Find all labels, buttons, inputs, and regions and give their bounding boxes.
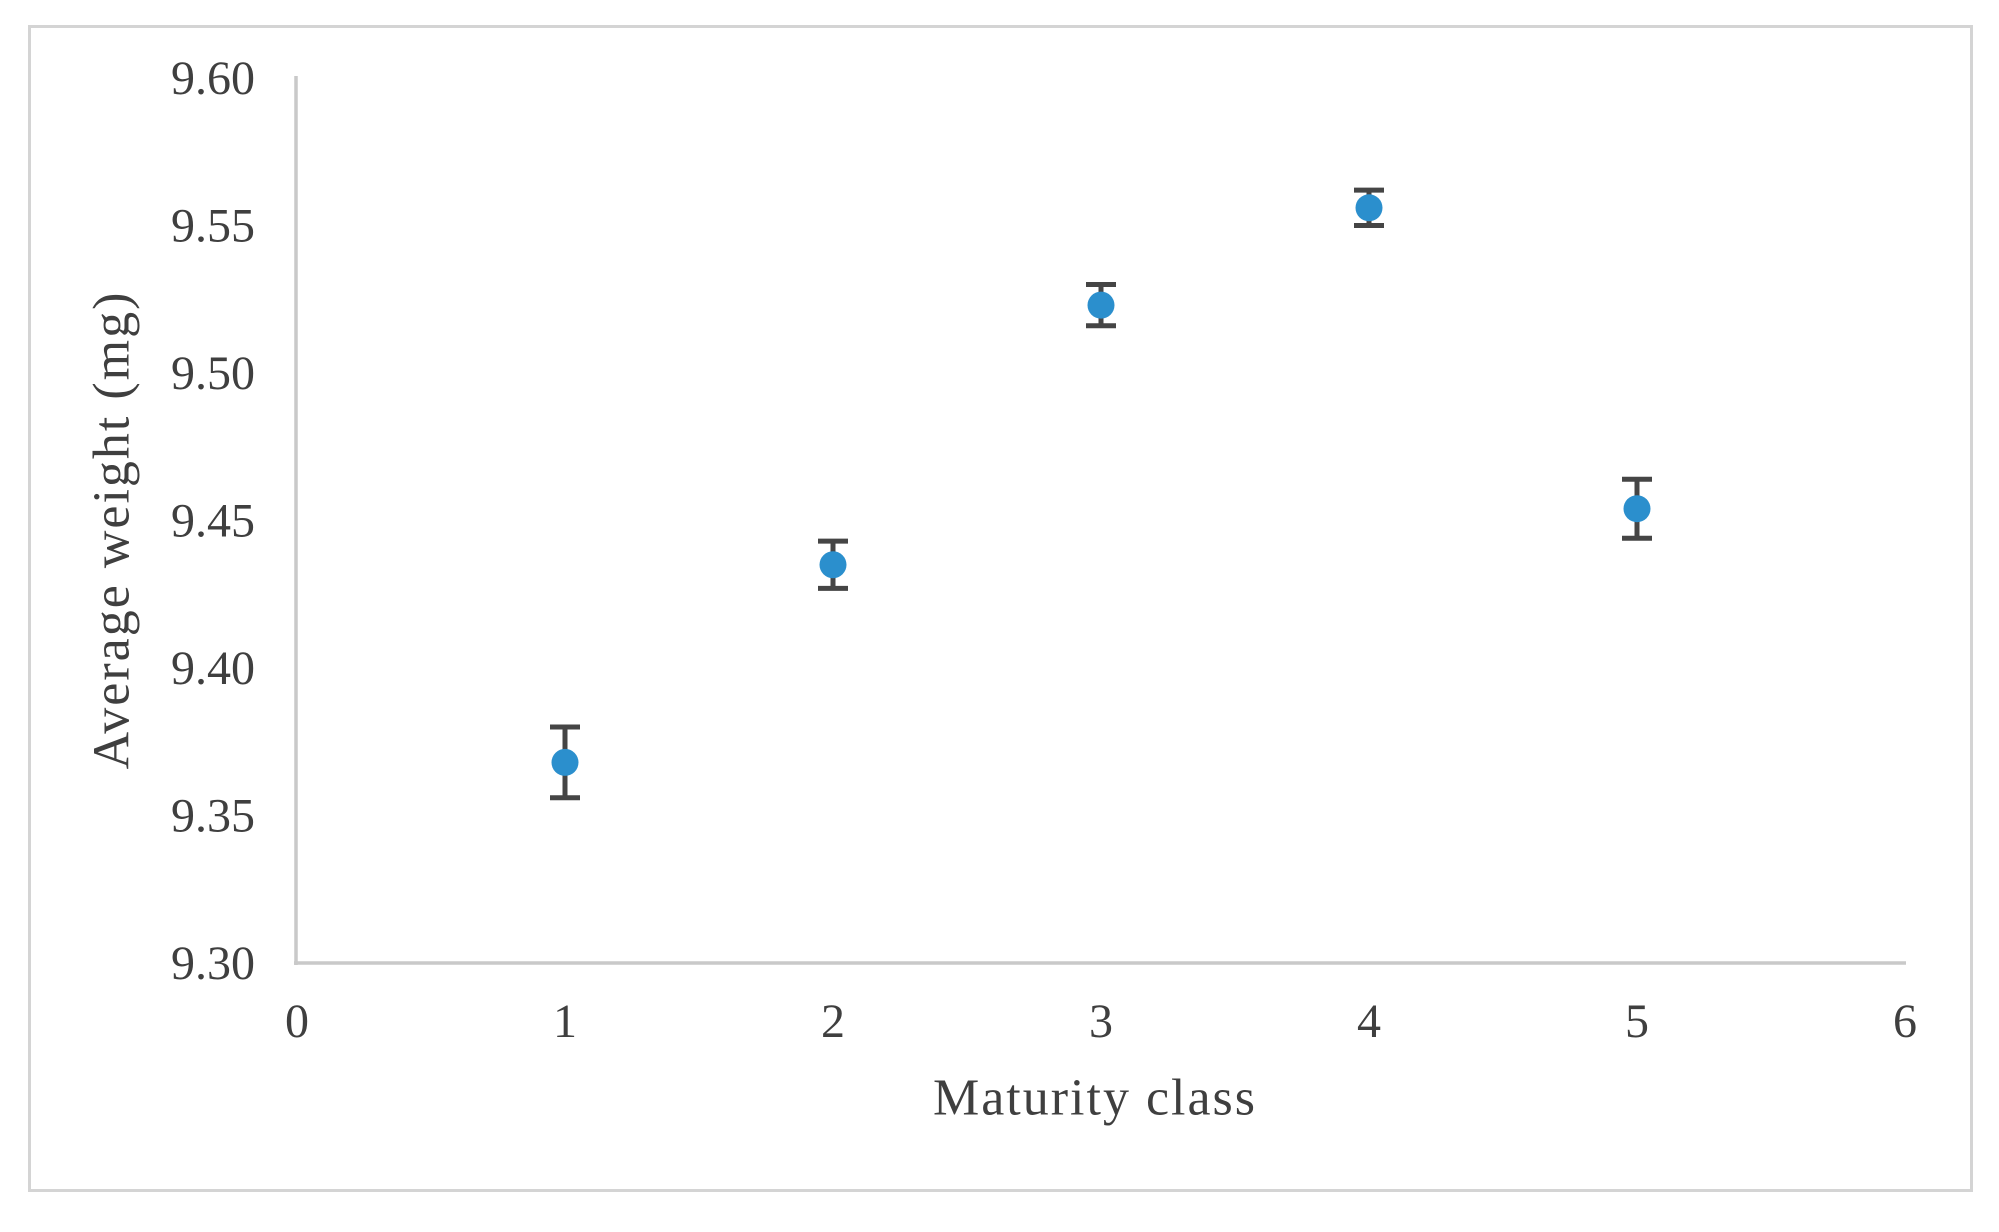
y-tick-label: 9.60: [171, 52, 255, 105]
x-tick-label: 6: [1893, 995, 1917, 1048]
data-point-marker: [1355, 194, 1383, 222]
y-tick-label: 9.40: [171, 642, 255, 695]
x-tick-label: 3: [1089, 995, 1113, 1048]
data-point-marker: [1623, 495, 1651, 523]
y-tick-label: 9.45: [171, 495, 255, 548]
data-point-marker: [819, 551, 847, 579]
y-axis-title: Average weight (mg): [83, 290, 141, 770]
data-point-marker: [551, 748, 579, 776]
x-tick-label: 2: [821, 995, 845, 1048]
data-point-marker: [1087, 291, 1115, 319]
y-tick-label: 9.35: [171, 790, 255, 843]
x-tick-label: 1: [553, 995, 577, 1048]
y-tick-label: 9.30: [171, 937, 255, 990]
y-tick-label: 9.50: [171, 347, 255, 400]
x-axis-title: Maturity class: [932, 1069, 1258, 1127]
x-tick-label: 4: [1357, 995, 1381, 1048]
x-tick-label: 0: [285, 995, 309, 1048]
x-tick-label: 5: [1625, 995, 1649, 1048]
y-tick-label: 9.55: [171, 200, 255, 253]
figure-border: [28, 25, 1973, 1192]
